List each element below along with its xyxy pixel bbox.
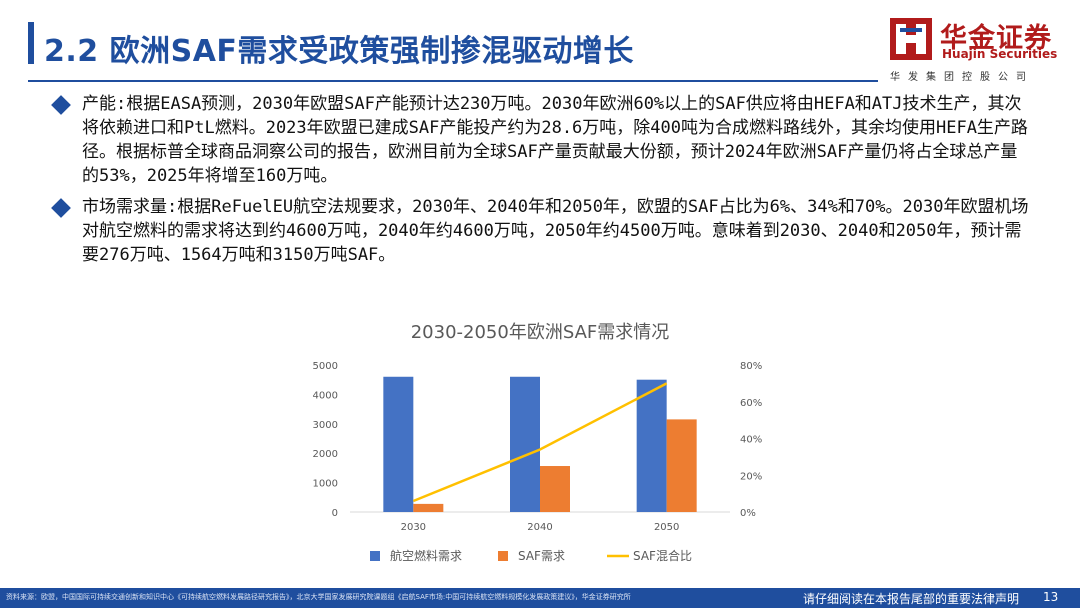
y2-tick-label: 0%: [740, 508, 756, 519]
legend-swatch: [498, 551, 508, 561]
y-tick-label: 5000: [313, 361, 338, 372]
huajin-logo-icon: [890, 18, 932, 60]
y-tick-label: 1000: [313, 479, 338, 490]
legend-label: SAF混合比: [633, 548, 692, 563]
y-tick-label: 0: [332, 508, 338, 519]
legend-label: SAF需求: [518, 549, 565, 563]
bar-saf-demand: [540, 466, 570, 512]
y2-tick-label: 20%: [740, 471, 762, 482]
footer-source: 资料来源：欧盟，中国国际可持续交通创新和知识中心《可持续航空燃料发展路径研究报告…: [6, 593, 631, 601]
slide-title: 2.2 欧洲SAF需求受政策强制掺混驱动增长: [44, 34, 634, 69]
diamond-bullet-icon: [51, 95, 71, 115]
legend-swatch: [370, 551, 380, 561]
x-tick-label: 2050: [654, 522, 679, 533]
title-bar: 2.2 欧洲SAF需求受政策强制掺混驱动增长: [0, 0, 1080, 82]
chart-canvas: 2030-2050年欧洲SAF需求情况 0 1000 2000 3000 4000 5000…: [313, 322, 763, 563]
title-underline: [28, 80, 878, 82]
x-tick-label: 2040: [527, 522, 552, 533]
saf-demand-chart: 2030-2050年欧洲SAF需求情况 0 1000 2000 3000 4000 5000…: [300, 310, 790, 578]
chart-title: 2030-2050年欧洲SAF需求情况: [411, 322, 670, 343]
x-tick-label: 2030: [401, 522, 426, 533]
line-saf-blend-ratio: [412, 382, 668, 503]
logo-name-en: Huajin Securities: [942, 47, 1058, 61]
page-number: 13: [1043, 590, 1059, 604]
y-tick-label: 2000: [313, 449, 338, 460]
bar-saf-demand: [666, 419, 697, 512]
diamond-bullet-icon: [51, 198, 71, 218]
legend-label: 航空燃料需求: [390, 548, 462, 563]
footer-legal-notice: 请仔细阅读在本报告尾部的重要法律声明: [803, 592, 1020, 606]
footer: 资料来源：欧盟，中国国际可持续交通创新和知识中心《可持续航空燃料发展路径研究报告…: [0, 588, 1080, 608]
bar-fuel-demand: [636, 379, 667, 512]
bar-saf-demand: [413, 503, 444, 512]
y2-tick-label: 40%: [740, 435, 762, 446]
y-tick-label: 3000: [313, 420, 338, 431]
bullet-text: 市场需求量:根据ReFuelEU航空法规要求，2030年、2040年和2050年…: [82, 197, 1029, 265]
company-logo: 华金证券 Huajin Securities 华发集团控股公司: [888, 14, 1073, 84]
y2-tick-label: 60%: [740, 398, 762, 409]
bullet-text: 产能:根据EASA预测，2030年欧盟SAF产能预计达230万吨。2030年欧洲…: [82, 94, 1028, 186]
bar-fuel-demand: [510, 376, 540, 512]
logo-name-cn: 华金证券: [940, 23, 1052, 54]
logo-subtitle: 华发集团控股公司: [890, 72, 1034, 83]
bar-fuel-demand: [383, 376, 414, 512]
y-tick-label: 4000: [313, 390, 338, 401]
y2-tick-label: 80%: [740, 361, 762, 372]
bullet-demand: 市场需求量:根据ReFuelEU航空法规要求，2030年、2040年和2050年…: [51, 195, 1032, 267]
bullet-list: 产能:根据EASA预测，2030年欧盟SAF产能预计达230万吨。2030年欧洲…: [51, 92, 1032, 274]
bullet-capacity: 产能:根据EASA预测，2030年欧盟SAF产能预计达230万吨。2030年欧洲…: [51, 92, 1032, 188]
title-accent-rule: [28, 22, 34, 64]
